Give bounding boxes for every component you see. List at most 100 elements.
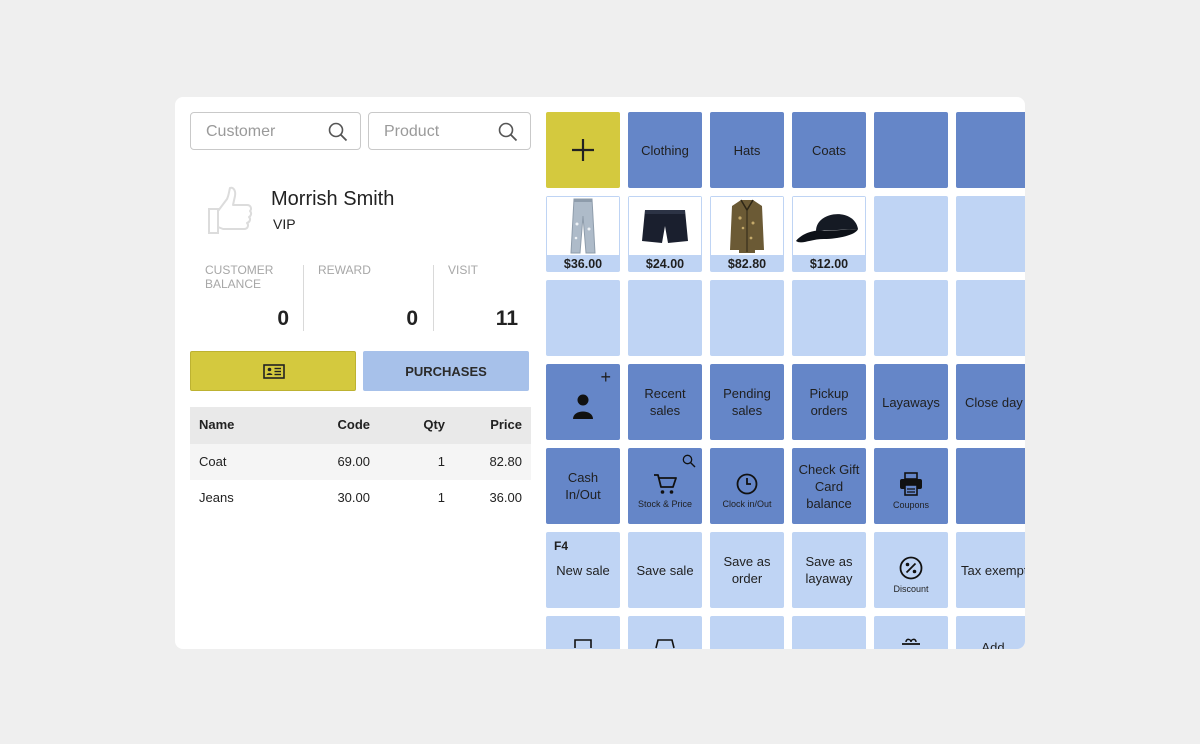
customer-tier: VIP xyxy=(273,216,296,232)
new-sale-button[interactable]: F4 New sale xyxy=(546,532,620,608)
product-tile-jeans[interactable]: $36.00 xyxy=(546,196,620,272)
product-tile-cap[interactable]: $12.00 xyxy=(792,196,866,272)
coupons-button[interactable]: Coupons xyxy=(874,448,948,524)
empty-tile[interactable] xyxy=(956,448,1025,524)
customer-balance-stat: CUSTOMER BALANCE 0 xyxy=(205,263,289,331)
add-quick-key-button[interactable] xyxy=(546,112,620,188)
row-name: Jeans xyxy=(199,490,234,505)
customer-balance-label: CUSTOMER BALANCE xyxy=(205,263,274,291)
stock-and-price-button[interactable]: Stock & Price xyxy=(628,448,702,524)
empty-tile[interactable] xyxy=(956,112,1025,188)
bag-icon xyxy=(655,639,675,649)
add-button[interactable]: Add xyxy=(956,616,1025,649)
empty-tile[interactable] xyxy=(956,280,1025,356)
check-gift-card-balance-button[interactable]: Check Gift Card balance xyxy=(792,448,866,524)
column-header-price: Price xyxy=(490,417,522,432)
save-as-layaway-button[interactable]: Save as layaway xyxy=(792,532,866,608)
product-search-placeholder: Product xyxy=(384,123,440,140)
thumbs-up-icon xyxy=(208,186,253,234)
reward-stat: REWARD 0 xyxy=(318,263,418,331)
shortcut-key-label: F4 xyxy=(554,539,569,553)
search-icon[interactable] xyxy=(328,122,348,142)
customer-card-button[interactable] xyxy=(190,351,356,391)
customer-balance-value: 0 xyxy=(277,307,289,330)
add-customer-button[interactable]: + xyxy=(546,364,620,440)
printer-icon xyxy=(900,471,922,496)
row7-tile[interactable] xyxy=(792,616,866,649)
customer-name: Morrish Smith xyxy=(271,188,395,210)
clock-icon xyxy=(736,473,758,494)
tax-exempt-button[interactable]: Tax exempt xyxy=(956,532,1025,608)
empty-tile[interactable] xyxy=(710,280,784,356)
product-price: $36.00 xyxy=(563,257,603,271)
product-image xyxy=(793,197,865,255)
visit-label: VISIT xyxy=(448,263,479,277)
visit-stat: VISIT 11 xyxy=(448,263,518,331)
discount-label: Discount xyxy=(893,583,929,594)
product-tile-coat[interactable]: $82.80 xyxy=(710,196,784,272)
row7-tile[interactable] xyxy=(546,616,620,649)
reward-label: REWARD xyxy=(318,263,371,277)
search-icon xyxy=(682,454,696,468)
product-image xyxy=(547,197,619,255)
cap-icon xyxy=(796,214,858,243)
stat-divider xyxy=(303,265,304,331)
category-hats[interactable]: Hats xyxy=(710,112,784,188)
row-code: 30.00 xyxy=(337,490,370,505)
product-price: $82.80 xyxy=(727,257,767,271)
clock-in-out-button[interactable]: Clock in/Out xyxy=(710,448,784,524)
id-card-icon xyxy=(263,364,285,379)
product-search-input[interactable]: Product xyxy=(368,112,531,150)
drawer-icon xyxy=(574,639,592,648)
product-price: $12.00 xyxy=(809,257,849,271)
category-coats[interactable]: Coats xyxy=(792,112,866,188)
search-icon[interactable] xyxy=(498,122,518,142)
column-header-code: Code xyxy=(337,417,371,432)
empty-tile[interactable] xyxy=(628,280,702,356)
row-qty: 1 xyxy=(437,490,445,505)
cart-icon xyxy=(654,473,677,494)
row7-tile[interactable] xyxy=(710,616,784,649)
row-qty: 1 xyxy=(437,454,445,469)
recent-sales-button[interactable]: Recent sales xyxy=(628,364,702,440)
empty-tile[interactable] xyxy=(874,112,948,188)
plus-icon: + xyxy=(600,367,611,387)
coupons-label: Coupons xyxy=(892,499,930,510)
discount-button[interactable]: Discount xyxy=(874,532,948,608)
jeans-icon xyxy=(570,198,596,254)
row7-tile[interactable] xyxy=(628,616,702,649)
layaways-button[interactable]: Layaways xyxy=(874,364,948,440)
table-row[interactable]: Jeans 30.00 1 36.00 xyxy=(190,480,531,516)
empty-tile[interactable] xyxy=(874,196,948,272)
save-sale-button[interactable]: Save sale xyxy=(628,532,702,608)
percent-icon xyxy=(899,556,923,579)
empty-tile[interactable] xyxy=(874,280,948,356)
quick-key-grid: Clothing Hats Coats $36.00 $24 xyxy=(546,112,1025,649)
coat-icon xyxy=(730,199,764,253)
pickup-orders-button[interactable]: Pickup orders xyxy=(792,364,866,440)
purchases-button[interactable]: PURCHASES xyxy=(363,351,529,391)
table-row[interactable]: Coat 69.00 1 82.80 xyxy=(190,444,531,480)
row-code: 69.00 xyxy=(337,454,370,469)
gift-icon xyxy=(902,638,920,645)
save-as-order-button[interactable]: Save as order xyxy=(710,532,784,608)
category-clothing[interactable]: Clothing xyxy=(628,112,702,188)
empty-tile[interactable] xyxy=(792,280,866,356)
empty-tile[interactable] xyxy=(546,280,620,356)
column-header-qty: Qty xyxy=(423,417,445,432)
product-tile-shorts[interactable]: $24.00 xyxy=(628,196,702,272)
stock-price-label: Stock & Price xyxy=(637,498,693,509)
customer-search-input[interactable]: Customer xyxy=(190,112,361,150)
cart-table: Name Code Qty Price Coat 69.00 1 82.80 J… xyxy=(190,407,531,516)
table-header: Name Code Qty Price xyxy=(190,407,531,444)
row-name: Coat xyxy=(199,454,227,469)
pending-sales-button[interactable]: Pending sales xyxy=(710,364,784,440)
close-day-button[interactable]: Close day xyxy=(956,364,1025,440)
row7-tile[interactable] xyxy=(874,616,948,649)
product-price: $24.00 xyxy=(645,257,685,271)
cash-in-out-button[interactable]: Cash In/Out xyxy=(546,448,620,524)
row-price: 36.00 xyxy=(489,490,522,505)
column-header-name: Name xyxy=(199,417,235,432)
plus-icon xyxy=(572,139,594,161)
empty-tile[interactable] xyxy=(956,196,1025,272)
